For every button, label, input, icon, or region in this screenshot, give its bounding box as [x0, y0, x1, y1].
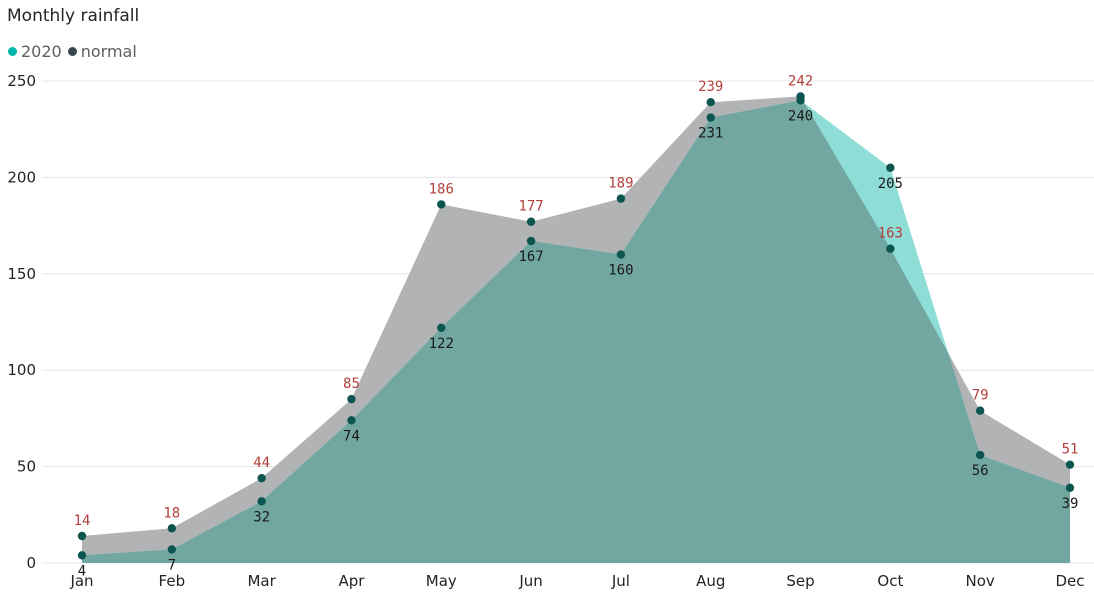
x-tick-label: Dec: [1055, 572, 1084, 590]
x-tick-label: Apr: [338, 572, 365, 590]
data-label-normal: 163: [878, 226, 903, 242]
marker-2020-jan[interactable]: [77, 551, 87, 560]
marker-normal-oct[interactable]: [886, 244, 895, 253]
data-label-2020: 74: [343, 428, 360, 444]
legend-label-2020: 2020: [21, 42, 62, 61]
marker-2020-nov[interactable]: [975, 450, 985, 460]
marker-normal-jun[interactable]: [526, 217, 536, 226]
y-tick-label: 250: [7, 72, 36, 90]
axis-labels: 0 50 100 150 200 250 Jan Feb Mar Apr May Jun Jul Aug S…: [7, 72, 1084, 590]
data-label-2020: 39: [1062, 496, 1079, 512]
data-label-2020: 231: [698, 126, 723, 142]
marker-normal-feb[interactable]: [167, 524, 177, 533]
data-label-normal: 186: [429, 181, 454, 197]
marker-normal-mar[interactable]: [257, 473, 266, 483]
marker-2020-aug[interactable]: [706, 113, 715, 122]
marker-normal-may[interactable]: [437, 200, 446, 209]
marker-normal-dec[interactable]: [1065, 460, 1075, 469]
data-label-2020: 122: [429, 336, 454, 352]
data-label-normal: 18: [163, 505, 180, 521]
x-tick-label: Oct: [877, 572, 903, 590]
data-label-normal: 14: [74, 513, 91, 529]
x-tick-label: Feb: [159, 572, 186, 590]
marker-normal-jul[interactable]: [616, 194, 626, 203]
data-label-normal: 239: [698, 79, 723, 95]
legend-item-2020[interactable]: 2020: [8, 42, 62, 61]
data-markers: [77, 92, 1075, 560]
marker-2020-jun[interactable]: [526, 236, 536, 246]
data-labels: 14 4 18 7 44 32 85 74 186 122 177 167 189 160 239 231 24…: [74, 73, 1079, 579]
data-label-normal: 44: [253, 455, 270, 471]
data-label-2020: 7: [168, 558, 176, 574]
y-tick-label: 100: [7, 361, 36, 379]
data-label-normal: 242: [788, 73, 813, 89]
data-label-2020: 56: [972, 463, 989, 479]
legend-marker-2020: [8, 47, 17, 56]
data-label-2020: 167: [518, 249, 543, 265]
data-label-2020: 160: [608, 263, 633, 279]
data-label-normal: 177: [518, 199, 543, 215]
legend-item-normal[interactable]: normal: [67, 42, 137, 61]
data-label-normal: 85: [343, 376, 360, 392]
x-tick-label: May: [426, 572, 457, 590]
x-tick-label: Mar: [247, 572, 276, 590]
data-label-2020: 205: [878, 176, 903, 192]
marker-2020-may[interactable]: [437, 323, 446, 332]
data-label-normal: 51: [1062, 442, 1079, 458]
x-tick-label: Jan: [69, 572, 93, 590]
marker-2020-sep[interactable]: [796, 96, 805, 105]
area-overlap: [82, 100, 1070, 563]
data-label-normal: 189: [608, 176, 633, 192]
chart-title: Monthly rainfall: [7, 6, 140, 26]
data-label-2020: 4: [78, 563, 86, 579]
marker-2020-apr[interactable]: [347, 416, 356, 425]
marker-2020-dec[interactable]: [1065, 483, 1075, 493]
data-label-2020: 32: [253, 509, 270, 525]
y-tick-label: 50: [17, 458, 36, 476]
marker-normal-nov[interactable]: [975, 406, 985, 415]
x-tick-label: Jul: [611, 572, 630, 590]
marker-normal-apr[interactable]: [347, 394, 356, 404]
marker-2020-oct[interactable]: [886, 163, 895, 172]
marker-2020-mar[interactable]: [257, 497, 266, 506]
y-tick-label: 200: [7, 168, 36, 186]
marker-normal-aug[interactable]: [706, 98, 715, 107]
legend-marker-normal: [67, 47, 77, 56]
data-label-2020: 240: [788, 108, 813, 124]
chart-legend: 2020 normal: [8, 42, 143, 61]
marker-normal-jan[interactable]: [77, 531, 87, 541]
area-layer: [82, 96, 1070, 563]
x-tick-label: Sep: [786, 572, 814, 590]
marker-2020-feb[interactable]: [167, 545, 177, 554]
x-tick-label: Jun: [518, 572, 542, 590]
x-tick-label: Nov: [966, 572, 995, 590]
data-label-normal: 79: [972, 388, 989, 404]
legend-label-normal: normal: [80, 42, 137, 61]
y-tick-label: 0: [26, 554, 36, 572]
y-tick-label: 150: [7, 265, 36, 283]
marker-2020-jul[interactable]: [616, 250, 626, 259]
x-tick-label: Aug: [696, 572, 725, 590]
